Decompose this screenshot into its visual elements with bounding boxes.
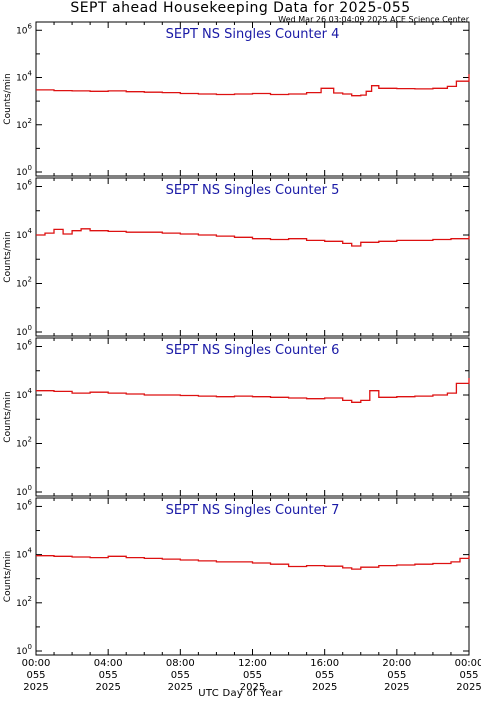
y-axis-label: Counts/min bbox=[3, 551, 13, 602]
panel-title: SEPT NS Singles Counter 6 bbox=[166, 343, 340, 358]
y-tick-label: 100 bbox=[16, 164, 32, 178]
x-tick-label: 055 bbox=[315, 670, 334, 681]
plot-frame bbox=[35, 337, 470, 497]
page-subtitle: Wed Mar 26 03:04:09 2025 ACE Science Cen… bbox=[278, 15, 469, 24]
chart-panel-1: 100 102 104 106 Counts/min SEPT NS Singles Co… bbox=[3, 21, 470, 178]
chart-panel-2: 100 102 104 106 Counts/min SEPT NS Singles Co… bbox=[3, 177, 470, 338]
y-axis-label: Counts/min bbox=[3, 73, 13, 124]
y-tick-label: 104 bbox=[16, 70, 32, 84]
panel-title: SEPT NS Singles Counter 5 bbox=[166, 183, 340, 198]
x-tick-label: 2025 bbox=[240, 682, 265, 693]
data-series-line bbox=[36, 228, 470, 247]
x-tick-label: 055 bbox=[99, 670, 118, 681]
panel-title: SEPT NS Singles Counter 7 bbox=[166, 503, 340, 518]
y-tick-label: 100 bbox=[16, 324, 32, 338]
y-tick-label: 102 bbox=[16, 117, 32, 131]
data-series-line bbox=[36, 378, 470, 403]
x-tick-label: 12:00 bbox=[238, 658, 267, 669]
x-tick-label: 2025 bbox=[95, 682, 120, 693]
x-tick-label: 20:00 bbox=[382, 658, 411, 669]
x-tick-label: 055 bbox=[171, 670, 190, 681]
y-axis-label: Counts/min bbox=[3, 231, 13, 282]
chart-panel-4: 100 102 104 106 Counts/min SEPT NS Singles Co… bbox=[3, 497, 470, 657]
y-tick-label: 104 bbox=[16, 547, 32, 561]
x-axis-title: UTC Day of Year bbox=[198, 688, 283, 699]
x-tick-label: 04:00 bbox=[94, 658, 123, 669]
x-tick-label: 2025 bbox=[312, 682, 337, 693]
x-tick-label: 055 bbox=[459, 670, 478, 681]
y-axis-label: Counts/min bbox=[3, 391, 13, 442]
y-tick-label: 100 bbox=[16, 643, 32, 657]
y-tick-label: 100 bbox=[16, 484, 32, 498]
y-tick-label: 106 bbox=[16, 498, 32, 512]
x-tick-label: 055 bbox=[387, 670, 406, 681]
y-tick-label: 104 bbox=[16, 227, 32, 241]
y-tick-label: 102 bbox=[16, 595, 32, 609]
y-tick-label: 102 bbox=[16, 275, 32, 289]
x-tick-label: 2025 bbox=[456, 682, 481, 693]
panel-title: SEPT NS Singles Counter 4 bbox=[166, 27, 340, 42]
x-tick-label: 16:00 bbox=[310, 658, 339, 669]
page-title: SEPT ahead Housekeeping Data for 2025-05… bbox=[70, 0, 411, 16]
x-tick-label: 00:00 bbox=[455, 658, 481, 669]
x-tick-label: 2025 bbox=[384, 682, 409, 693]
y-tick-label: 106 bbox=[16, 338, 32, 352]
x-tick-label: 2025 bbox=[23, 682, 48, 693]
y-tick-label: 106 bbox=[16, 178, 32, 192]
x-tick-label: 00:00 bbox=[22, 658, 51, 669]
x-tick-label: 055 bbox=[26, 670, 45, 681]
chart-panel-3: 100 102 104 106 Counts/min SEPT NS Singles Co… bbox=[3, 337, 470, 498]
plot-frame bbox=[35, 497, 470, 656]
y-tick-label: 102 bbox=[16, 435, 32, 449]
y-tick-label: 104 bbox=[16, 387, 32, 401]
plot-frame bbox=[35, 21, 470, 177]
data-series-line bbox=[36, 74, 470, 97]
data-series-line bbox=[36, 555, 470, 570]
x-tick-label: 08:00 bbox=[166, 658, 195, 669]
plot-frame bbox=[35, 177, 470, 337]
y-tick-label: 106 bbox=[16, 22, 32, 36]
x-tick-label: 2025 bbox=[168, 682, 193, 693]
x-tick-label: 055 bbox=[243, 670, 262, 681]
